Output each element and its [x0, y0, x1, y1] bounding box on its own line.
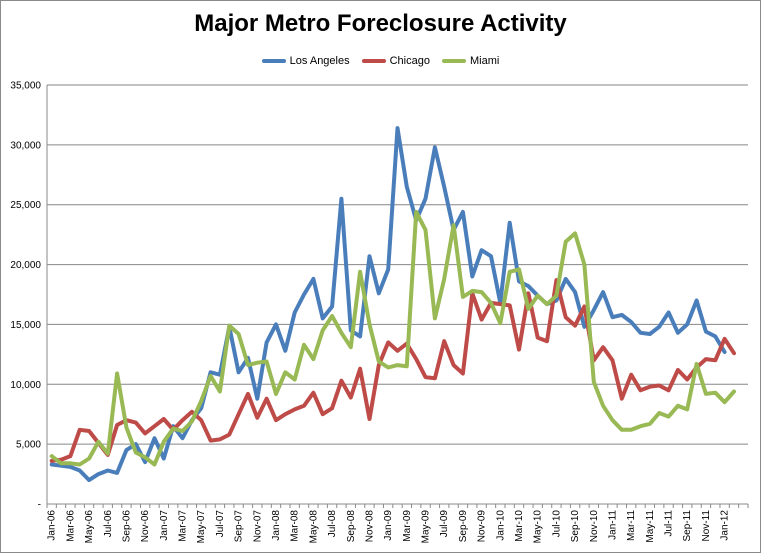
y-tick-label: - — [38, 500, 41, 511]
chart-title: Major Metro Foreclosure Activity — [194, 10, 567, 37]
x-tick-label: Jul-11 — [664, 510, 675, 537]
legend-label: Los Angeles — [289, 55, 350, 67]
series-line-los-angeles — [49, 126, 727, 483]
x-tick-label: Sep-09 — [458, 510, 469, 543]
x-tick-label: Nov-09 — [477, 510, 488, 543]
x-tick-label: Jan-06 — [47, 510, 58, 541]
x-tick-label: Sep-08 — [346, 510, 357, 543]
x-tick-label: Jan-12 — [720, 510, 731, 541]
x-tick-label: Sep-10 — [570, 510, 581, 543]
legend-swatch — [361, 59, 386, 63]
x-tick-label: Mar-06 — [65, 510, 76, 542]
legend-swatch — [261, 59, 286, 63]
x-tick-label: Jul-10 — [551, 510, 562, 538]
x-tick-label: Nov-10 — [589, 510, 600, 543]
x-tick-label: May-10 — [533, 510, 544, 544]
x-tick-label: Jan-10 — [495, 510, 506, 541]
chart-legend: Los Angeles Chicago Miami — [0, 55, 761, 67]
series-line-chicago — [49, 278, 736, 463]
x-tick-label: Mar-10 — [514, 510, 525, 542]
y-tick-label: 20,000 — [10, 260, 41, 271]
x-tick-label: Jan-11 — [607, 510, 618, 540]
series-line-miami — [49, 209, 736, 467]
x-tick-label: Jul-09 — [439, 510, 450, 538]
x-tick-label: Mar-11 — [626, 510, 637, 541]
legend-label: Chicago — [389, 55, 430, 67]
x-tick-label: Mar-09 — [402, 510, 413, 542]
y-tick-label: 35,000 — [10, 81, 41, 92]
legend-item: Los Angeles — [261, 55, 350, 67]
y-tick-label: 5,000 — [16, 440, 41, 451]
x-tick-label: Nov-11 — [701, 510, 712, 542]
legend-label: Miami — [469, 55, 500, 67]
x-tick-label: Nov-06 — [140, 510, 151, 543]
legend-item: Miami — [441, 55, 500, 67]
x-tick-label: Mar-08 — [290, 510, 301, 542]
y-tick-label: 25,000 — [10, 200, 41, 211]
x-tick-label: Sep-06 — [121, 510, 132, 543]
legend-item: Chicago — [361, 55, 430, 67]
x-tick-label: Jul-07 — [215, 510, 226, 538]
y-tick-label: 15,000 — [10, 320, 41, 331]
x-tick-label: May-06 — [84, 510, 95, 544]
y-tick-label: 30,000 — [10, 140, 41, 151]
y-tick-label: 10,000 — [10, 380, 41, 391]
x-tick-label: Jan-09 — [383, 510, 394, 541]
x-tick-label: Nov-08 — [364, 510, 375, 543]
x-tick-label: May-07 — [196, 510, 207, 544]
x-tick-label: Jan-08 — [271, 510, 282, 541]
x-tick-label: Jul-08 — [327, 510, 338, 538]
x-tick-label: Jul-06 — [103, 510, 114, 538]
x-tick-label: Sep-11 — [682, 510, 693, 542]
x-tick-label: May-08 — [308, 510, 319, 544]
x-tick-label: May-09 — [421, 510, 432, 544]
x-tick-label: Mar-07 — [178, 510, 189, 542]
x-tick-label: Sep-07 — [234, 510, 245, 543]
legend-swatch — [441, 59, 466, 63]
x-tick-label: May-11 — [645, 510, 656, 543]
x-tick-label: Nov-07 — [252, 510, 263, 543]
x-tick-label: Jan-07 — [159, 510, 170, 541]
